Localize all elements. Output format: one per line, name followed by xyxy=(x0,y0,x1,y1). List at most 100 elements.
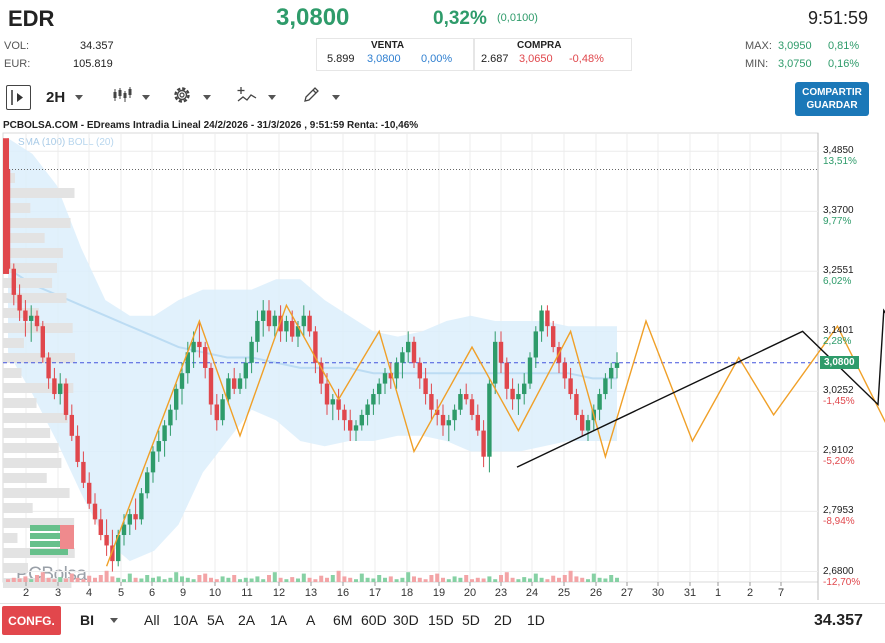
volume-bar xyxy=(17,578,22,582)
candle xyxy=(313,331,318,363)
volume-profile-bar xyxy=(3,383,74,393)
range-button-15d[interactable]: 15D xyxy=(428,612,454,628)
volume-bar xyxy=(493,579,498,582)
compra-price: 3,0650 xyxy=(519,53,553,65)
range-button-5a[interactable]: 5A xyxy=(207,612,225,628)
max-value: 3,0950 xyxy=(778,40,812,52)
range-button-1a[interactable]: 1A xyxy=(270,612,288,628)
volume-bar xyxy=(58,577,63,582)
range-button-1d[interactable]: 1D xyxy=(527,612,545,628)
indicators-icon xyxy=(236,85,258,109)
chart-type-select[interactable]: BI xyxy=(80,612,118,628)
range-button-2d[interactable]: 2D xyxy=(494,612,512,628)
share-save-button[interactable]: COMPARTIR GUARDAR xyxy=(795,82,869,116)
volume-bar xyxy=(365,577,370,582)
legend-boll: BOLL (20) xyxy=(68,137,114,148)
volume-bar xyxy=(336,570,341,582)
candle xyxy=(133,514,138,520)
volume-profile-bar xyxy=(3,578,72,588)
volume-profile-bar xyxy=(3,188,75,198)
sell-box: VENTA 5.899 3,0800 0,00% xyxy=(316,38,474,71)
drawing-select[interactable] xyxy=(302,84,340,110)
volume-bar xyxy=(313,579,318,582)
compra-label: COMPRA xyxy=(517,40,562,51)
range-button-all[interactable]: All xyxy=(144,612,160,628)
min-value: 3,0750 xyxy=(778,58,812,70)
range-button-2a[interactable]: 2A xyxy=(238,612,256,628)
volume-profile-bar xyxy=(3,233,45,243)
volume-bar xyxy=(446,579,451,582)
volume-profile-up xyxy=(30,533,74,539)
volume-bar xyxy=(23,576,28,582)
drawing-pencil-icon xyxy=(302,85,322,109)
volume-bar xyxy=(238,579,242,582)
candle xyxy=(40,326,45,358)
candle xyxy=(446,420,451,426)
volume-bar xyxy=(87,575,92,582)
x-tick-label: 12 xyxy=(272,587,286,599)
volume-bar xyxy=(562,575,567,582)
config-button[interactable]: CONFG. xyxy=(2,606,61,635)
volume-bar xyxy=(325,577,329,582)
volume-profile-bar xyxy=(3,563,28,573)
buy-box: COMPRA 2.687 3,0650 -0,48% xyxy=(474,38,632,71)
volume-bar xyxy=(528,578,532,582)
y-tick-price: 3,3700 xyxy=(823,205,854,217)
settings-select[interactable] xyxy=(171,84,211,110)
panel-toggle-icon[interactable] xyxy=(6,85,31,110)
volume-bar xyxy=(499,575,503,582)
range-button-5d[interactable]: 5D xyxy=(462,612,480,628)
volume-profile-bar xyxy=(3,248,63,258)
x-tick-label: 26 xyxy=(589,587,603,599)
candle xyxy=(179,373,185,389)
candle xyxy=(127,514,132,525)
range-button-a[interactable]: A xyxy=(306,612,316,628)
interval-select[interactable]: 2H xyxy=(46,84,84,110)
volume-bar xyxy=(359,573,364,582)
volume-bar xyxy=(197,575,202,582)
candle xyxy=(435,409,440,415)
candle xyxy=(562,362,567,379)
candle xyxy=(69,414,74,436)
volume-bar xyxy=(452,576,457,582)
candle xyxy=(469,399,475,415)
candle xyxy=(81,461,86,483)
candle xyxy=(243,362,248,379)
volume-bar xyxy=(110,576,115,582)
candle xyxy=(551,326,556,348)
range-button-6m[interactable]: 6M xyxy=(333,612,353,628)
candle xyxy=(406,341,411,353)
candle xyxy=(237,378,243,389)
range-button-30d[interactable]: 30D xyxy=(393,612,419,628)
candle xyxy=(203,347,208,368)
volume-bar xyxy=(261,579,266,582)
indicators-select[interactable] xyxy=(236,84,276,110)
interval-value: 2H xyxy=(46,88,66,106)
x-tick-label: 18 xyxy=(400,587,414,599)
volume-bar xyxy=(214,579,219,582)
volume-profile-bar xyxy=(3,518,75,528)
candle xyxy=(156,441,161,452)
y-tick-price: 2,7953 xyxy=(823,505,854,517)
volume-bar xyxy=(522,577,527,582)
volume-bar xyxy=(545,579,550,582)
volume-bar xyxy=(388,576,393,582)
y-tick-percent: 9,77% xyxy=(823,216,852,228)
volume-bar xyxy=(435,573,440,582)
range-button-60d[interactable]: 60D xyxy=(361,612,387,628)
chart-style-select[interactable] xyxy=(112,84,150,110)
volume-bar xyxy=(139,578,144,582)
range-button-10a[interactable]: 10A xyxy=(173,612,198,628)
volume-bar xyxy=(133,577,138,582)
volume-bar xyxy=(290,577,295,582)
candle xyxy=(545,310,550,327)
max-pct: 0,81% xyxy=(828,40,860,52)
volume-bar xyxy=(342,576,347,582)
candle xyxy=(145,472,150,494)
symbol-title: EDR xyxy=(8,6,55,31)
chart-title: PCBOLSA.COM - EDreams Intradia Lineal 24… xyxy=(3,120,419,131)
candle xyxy=(301,315,306,327)
candle xyxy=(371,394,376,405)
candle xyxy=(429,394,434,410)
